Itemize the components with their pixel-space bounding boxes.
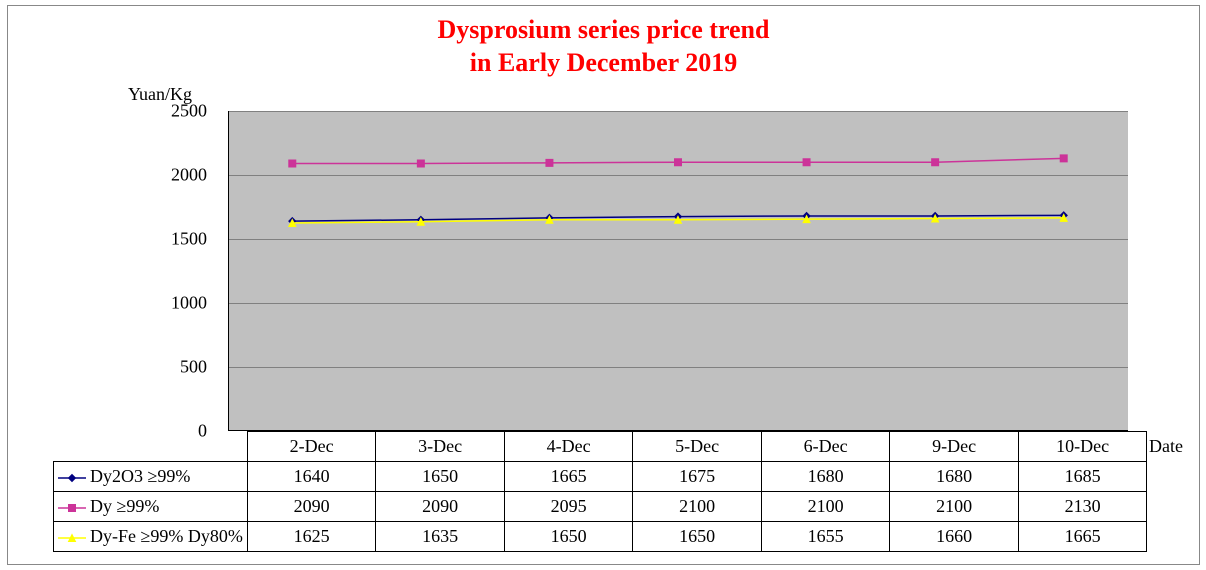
series-name: Dy ≥99% — [90, 496, 159, 516]
y-tick-label: 0 — [147, 421, 207, 442]
y-tick-label: 500 — [147, 357, 207, 378]
title-line-1: Dysprosium series price trend — [438, 15, 770, 44]
x-axis-label: Date — [1149, 436, 1183, 457]
table-row: Dy2O3 ≥99%1640165016651675168016801685 — [54, 462, 1147, 492]
value-cell: 1680 — [890, 462, 1019, 492]
value-cell: 1675 — [633, 462, 762, 492]
value-cell: 1635 — [376, 522, 505, 552]
value-cell: 2100 — [890, 492, 1019, 522]
value-cell: 1650 — [633, 522, 762, 552]
value-cell: 1680 — [761, 462, 890, 492]
value-cell: 1655 — [761, 522, 890, 552]
series-label-cell: Dy2O3 ≥99% — [54, 462, 248, 492]
value-cell: 2090 — [247, 492, 376, 522]
series-label-cell: Dy ≥99% — [54, 492, 248, 522]
value-cell: 1625 — [247, 522, 376, 552]
category-header: 2-Dec — [247, 432, 376, 462]
table-row: Dy ≥99%2090209020952100210021002130 — [54, 492, 1147, 522]
table-row: Dy-Fe ≥99% Dy80%162516351650165016551660… — [54, 522, 1147, 552]
gridline — [229, 175, 1128, 176]
value-cell: 1685 — [1018, 462, 1147, 492]
y-tick-label: 1000 — [147, 293, 207, 314]
plot-area — [228, 111, 1128, 431]
value-cell: 2100 — [761, 492, 890, 522]
value-cell: 2100 — [633, 492, 762, 522]
category-header: 10-Dec — [1018, 432, 1147, 462]
data-table: 2-Dec3-Dec4-Dec5-Dec6-Dec9-Dec10-Dec Dy2O… — [53, 431, 1147, 552]
legend-icon — [58, 532, 86, 544]
category-header: 9-Dec — [890, 432, 1019, 462]
y-tick-label: 2000 — [147, 165, 207, 186]
chart-title: Dysprosium series price trend in Early D… — [8, 14, 1199, 79]
series-name: Dy-Fe ≥99% Dy80% — [90, 526, 243, 546]
value-cell: 2090 — [376, 492, 505, 522]
category-header: 5-Dec — [633, 432, 762, 462]
value-cell: 1640 — [247, 462, 376, 492]
y-tick-label: 2500 — [147, 101, 207, 122]
value-cell: 1650 — [504, 522, 633, 552]
series-name: Dy2O3 ≥99% — [90, 466, 190, 486]
series-label-cell: Dy-Fe ≥99% Dy80% — [54, 522, 248, 552]
value-cell: 2095 — [504, 492, 633, 522]
gridline — [229, 303, 1128, 304]
value-cell: 1650 — [376, 462, 505, 492]
gridline — [229, 111, 1128, 112]
gridline — [229, 367, 1128, 368]
value-cell: 2130 — [1018, 492, 1147, 522]
value-cell: 1665 — [1018, 522, 1147, 552]
category-header: 4-Dec — [504, 432, 633, 462]
legend-icon — [58, 472, 86, 484]
value-cell: 1660 — [890, 522, 1019, 552]
category-header: 6-Dec — [761, 432, 890, 462]
legend-icon — [58, 502, 86, 514]
y-tick-label: 1500 — [147, 229, 207, 250]
gridline — [229, 239, 1128, 240]
category-header: 3-Dec — [376, 432, 505, 462]
value-cell: 1665 — [504, 462, 633, 492]
title-line-2: in Early December 2019 — [470, 48, 737, 77]
table-header-row: 2-Dec3-Dec4-Dec5-Dec6-Dec9-Dec10-Dec — [54, 432, 1147, 462]
chart-container: Dysprosium series price trend in Early D… — [7, 5, 1200, 565]
